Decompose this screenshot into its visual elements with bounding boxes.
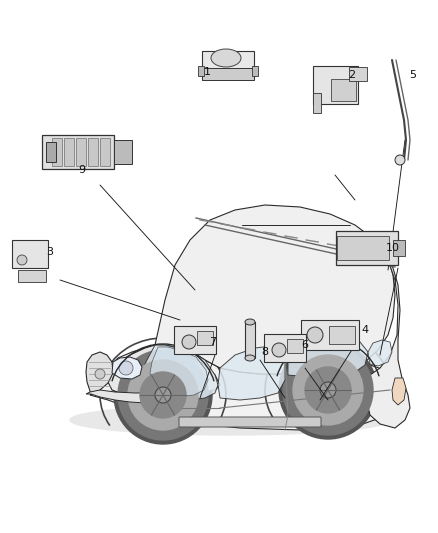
Circle shape [320,382,336,398]
Ellipse shape [211,49,241,67]
Circle shape [155,387,171,403]
Bar [42,135,114,169]
Circle shape [395,155,405,165]
Text: 6: 6 [301,340,308,350]
Bar [197,331,213,345]
Circle shape [307,327,323,343]
Circle shape [114,346,212,444]
Text: 8: 8 [261,347,268,357]
Bar [64,138,74,166]
Circle shape [283,345,373,435]
Polygon shape [112,357,142,379]
Circle shape [182,335,196,349]
Polygon shape [142,345,218,400]
Text: 3: 3 [46,247,53,257]
Ellipse shape [70,405,390,435]
Polygon shape [365,260,410,428]
Bar [313,93,321,113]
Bar [100,138,110,166]
Bar [202,68,254,80]
Circle shape [95,369,105,379]
Circle shape [305,367,351,413]
Text: 4: 4 [361,325,368,335]
Polygon shape [86,390,175,403]
Bar [349,67,367,81]
Polygon shape [90,345,400,430]
Bar [287,339,303,353]
Circle shape [119,361,133,375]
Polygon shape [108,345,220,398]
Bar [174,326,216,354]
Bar [52,138,62,166]
Bar [264,334,306,362]
Bar [252,66,258,76]
Bar [202,51,254,79]
Text: 1: 1 [204,67,211,77]
Text: 10: 10 [386,243,400,253]
Bar [336,231,398,265]
Circle shape [293,355,363,425]
Text: 2: 2 [349,70,356,80]
Bar [88,138,98,166]
Ellipse shape [245,355,255,361]
Polygon shape [90,345,155,395]
Bar [12,240,48,268]
Bar [301,320,359,350]
Text: 5: 5 [410,70,417,80]
Bar [46,142,56,162]
Polygon shape [288,337,368,377]
Text: 9: 9 [78,165,85,175]
Polygon shape [368,340,392,366]
Polygon shape [86,352,113,394]
Bar [18,270,46,282]
Circle shape [140,372,186,418]
Circle shape [118,350,208,440]
Bar [114,140,132,164]
Bar [331,79,356,101]
Bar [76,138,86,166]
Circle shape [128,360,198,430]
Bar [312,66,357,104]
Polygon shape [155,205,395,374]
Polygon shape [218,345,285,400]
Bar [329,326,355,344]
Text: 7: 7 [209,337,216,347]
Polygon shape [392,378,406,405]
Bar [198,66,204,76]
Bar [245,322,255,358]
Circle shape [279,341,377,439]
Bar [337,236,389,260]
FancyBboxPatch shape [179,417,321,427]
Circle shape [272,343,286,357]
Ellipse shape [245,319,255,325]
Bar [393,240,405,256]
Polygon shape [150,347,208,397]
Circle shape [17,255,27,265]
